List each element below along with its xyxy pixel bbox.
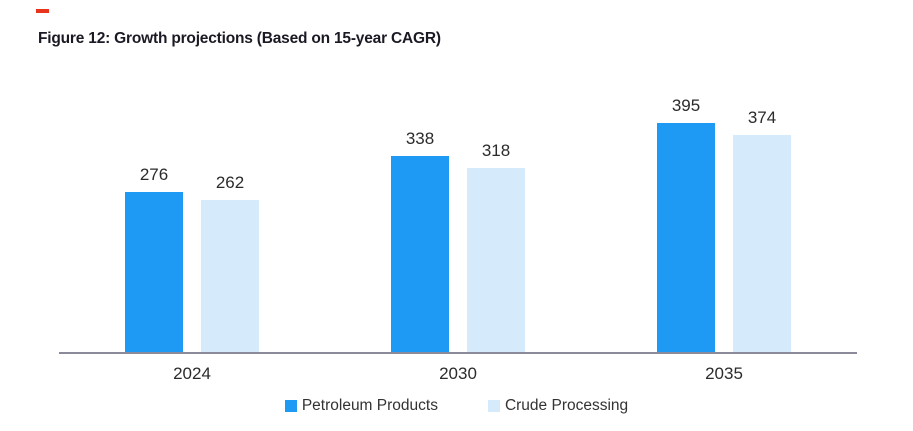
bar-group-2035: 395 374 — [591, 97, 857, 352]
plot-area: 276 262 338 318 395 374 — [59, 97, 857, 352]
x-axis-labels: 2024 2030 2035 — [59, 364, 857, 384]
bar-col-petroleum-products-2030: 338 — [391, 130, 449, 352]
bar-value-label: 318 — [481, 141, 511, 161]
legend-item-petroleum-products: Petroleum Products — [284, 397, 438, 415]
x-tick-label-2024: 2024 — [173, 364, 211, 383]
bar-col-crude-processing-2024: 262 — [201, 174, 259, 352]
bar-petroleum-products-2024 — [125, 192, 183, 352]
bar-col-crude-processing-2035: 374 — [733, 109, 791, 352]
legend-label-crude-processing: Crude Processing — [504, 397, 629, 414]
bar-crude-processing-2035 — [733, 135, 791, 352]
bar-col-crude-processing-2030: 318 — [467, 142, 525, 352]
legend: Petroleum Products Crude Processing — [0, 397, 913, 415]
bar-value-label: 395 — [671, 96, 701, 116]
brand-dash — [36, 9, 49, 13]
legend-label-petroleum-products: Petroleum Products — [301, 397, 438, 414]
bar-col-petroleum-products-2035: 395 — [657, 97, 715, 352]
x-axis-line — [59, 352, 857, 354]
figure-title: Figure 12: Growth projections (Based on … — [38, 30, 441, 47]
legend-swatch-crude-processing — [487, 400, 500, 412]
bar-group-2024: 276 262 — [59, 112, 325, 352]
x-tick-label-2035: 2035 — [705, 364, 743, 383]
bar-value-label: 276 — [139, 165, 169, 185]
bar-crude-processing-2024 — [201, 200, 259, 352]
x-tick-label-2030: 2030 — [439, 364, 477, 383]
bar-crude-processing-2030 — [467, 168, 525, 352]
bar-value-label: 262 — [215, 173, 245, 193]
legend-swatch-petroleum-products — [284, 400, 297, 412]
bar-value-label: 338 — [405, 129, 435, 149]
bar-col-petroleum-products-2024: 276 — [125, 166, 183, 352]
bar-petroleum-products-2030 — [391, 156, 449, 352]
bar-petroleum-products-2035 — [657, 123, 715, 352]
bar-group-2030: 338 318 — [325, 112, 591, 352]
legend-item-crude-processing: Crude Processing — [487, 397, 629, 415]
bar-value-label: 374 — [747, 108, 777, 128]
